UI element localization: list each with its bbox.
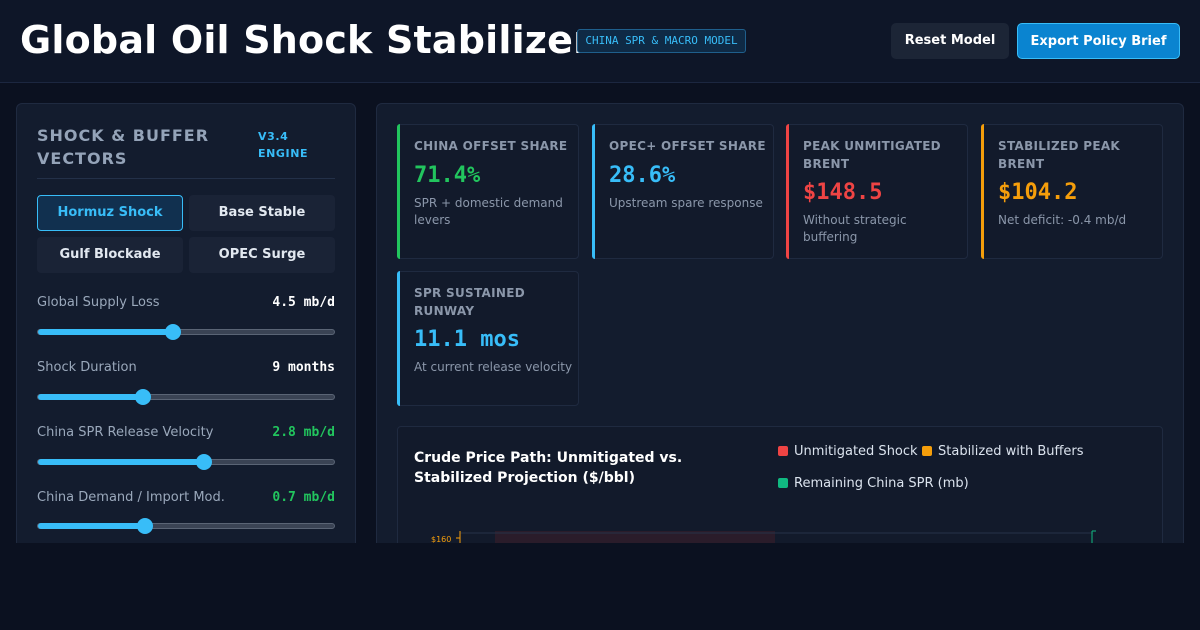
kpi-note: At current release velocity — [414, 360, 573, 374]
scenario-gulf-blockade-button[interactable]: Gulf Blockade — [37, 237, 183, 273]
legend-swatch — [922, 446, 932, 456]
spr-release-velocity-label: China SPR Release Velocity — [37, 425, 214, 440]
kpi-value: 71.4% — [414, 163, 481, 188]
demand-import-mod-fill — [38, 523, 145, 529]
kpi-card-spr-runway: SPR SUSTAINED RUNWAY 11.1 mos At current… — [397, 271, 579, 406]
scenario-hormuz-shock-button[interactable]: Hormuz Shock — [37, 195, 183, 231]
kpi-note: Upstream spare response — [609, 196, 763, 210]
supply-loss-thumb[interactable] — [165, 324, 181, 340]
page-background — [0, 543, 1200, 630]
legend-swatch — [778, 478, 788, 488]
y-tick-label-160: $160 — [431, 535, 451, 544]
shock-duration-thumb[interactable] — [135, 389, 151, 405]
price-path-chart: $160 — [431, 530, 1096, 545]
shock-duration-fill — [38, 394, 143, 400]
supply-loss-label: Global Supply Loss — [37, 295, 160, 310]
kpi-value: 28.6% — [609, 163, 676, 188]
supply-loss-fill — [38, 329, 173, 335]
kpi-note: SPR + domestic demand levers — [414, 196, 563, 227]
kpi-accent-bar — [786, 124, 789, 259]
chart-title: Crude Price Path: Unmitigated vs. Stabil… — [414, 450, 683, 486]
shock-window-band — [495, 531, 775, 545]
kpi-value: 11.1 mos — [414, 327, 520, 352]
vectors-title: SHOCK & BUFFER VECTORS — [37, 126, 210, 168]
sidebar-divider — [37, 178, 335, 179]
spr-release-velocity-slider[interactable] — [37, 454, 335, 470]
model-badge: CHINA SPR & MACRO MODEL — [577, 29, 746, 53]
legend-stabilized: Stabilized with Buffers — [922, 444, 1084, 459]
spr-release-velocity-thumb[interactable] — [196, 454, 212, 470]
app-header: Global Oil Shock Stabilizer CHINA SPR & … — [0, 0, 1200, 83]
shock-duration-value: 9 months — [272, 360, 335, 375]
kpi-note: Net deficit: -0.4 mb/d — [998, 213, 1127, 227]
kpi-label: SPR SUSTAINED RUNWAY — [414, 286, 525, 318]
legend-label: Remaining China SPR (mb) — [794, 476, 969, 491]
demand-import-mod-thumb[interactable] — [137, 518, 153, 534]
kpi-value: $148.5 — [803, 180, 883, 205]
kpi-accent-bar — [397, 124, 400, 259]
spr-release-velocity-fill — [38, 459, 204, 465]
supply-loss-value: 4.5 mb/d — [272, 295, 335, 310]
demand-import-mod-label: China Demand / Import Mod. — [37, 490, 225, 505]
kpi-label: CHINA OFFSET SHARE — [414, 139, 568, 153]
legend-unmitigated: Unmitigated Shock — [778, 444, 918, 459]
kpi-label: OPEC+ OFFSET SHARE — [609, 139, 766, 153]
page-title: Global Oil Shock Stabilizer — [20, 18, 593, 62]
legend-label: Unmitigated Shock — [794, 444, 918, 459]
kpi-card-peak-unmitigated-brent: PEAK UNMITIGATED BRENT $148.5 Without st… — [786, 124, 968, 259]
export-policy-brief-button[interactable]: Export Policy Brief — [1017, 23, 1180, 59]
kpi-label: PEAK UNMITIGATED BRENT — [803, 139, 941, 171]
scenario-base-stable-button[interactable]: Base Stable — [189, 195, 335, 231]
shock-duration-label: Shock Duration — [37, 360, 137, 375]
kpi-label: STABILIZED PEAK BRENT — [998, 139, 1121, 171]
legend-label: Stabilized with Buffers — [938, 444, 1084, 459]
shock-duration-slider[interactable] — [37, 389, 335, 405]
kpi-card-stabilized-peak-brent: STABILIZED PEAK BRENT $104.2 Net deficit… — [981, 124, 1163, 259]
scenario-opec-surge-button[interactable]: OPEC Surge — [189, 237, 335, 273]
spr-release-velocity-value: 2.8 mb/d — [272, 425, 335, 440]
legend-remaining-spr: Remaining China SPR (mb) — [778, 476, 969, 491]
demand-import-mod-slider[interactable] — [37, 518, 335, 534]
supply-loss-slider[interactable] — [37, 324, 335, 340]
kpi-note: Without strategic buffering — [803, 213, 907, 244]
reset-model-button[interactable]: Reset Model — [891, 23, 1009, 59]
demand-import-mod-value: 0.7 mb/d — [272, 490, 335, 505]
kpi-accent-bar — [397, 271, 400, 406]
kpi-value: $104.2 — [998, 180, 1078, 205]
kpi-card-opec-offset: OPEC+ OFFSET SHARE 28.6% Upstream spare … — [592, 124, 774, 259]
legend-swatch — [778, 446, 788, 456]
kpi-card-china-offset: CHINA OFFSET SHARE 71.4% SPR + domestic … — [397, 124, 579, 259]
kpi-accent-bar — [981, 124, 984, 259]
kpi-accent-bar — [592, 124, 595, 259]
engine-version: V3.4 ENGINE — [258, 130, 309, 160]
